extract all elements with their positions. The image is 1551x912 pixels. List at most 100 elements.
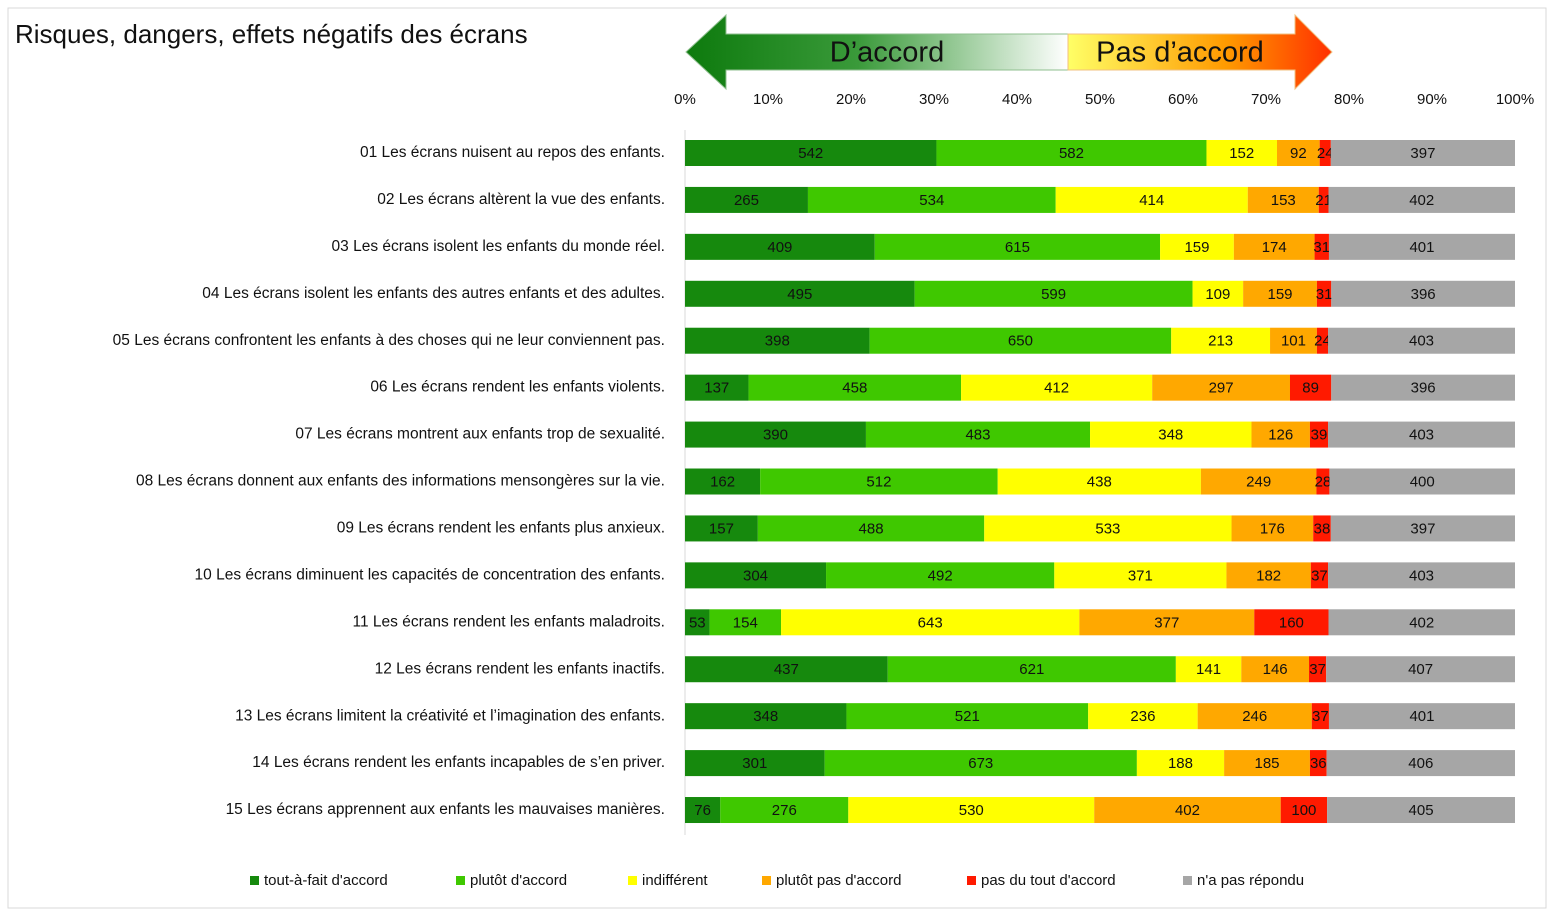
- bar-segment: [1313, 515, 1331, 542]
- legend-label: indifférent: [642, 872, 708, 889]
- x-tick-label: 70%: [1251, 91, 1281, 108]
- data-label: 397: [1410, 520, 1435, 537]
- data-label: 402: [1409, 614, 1434, 631]
- data-label: 137: [704, 380, 729, 397]
- bar-segment: [1319, 140, 1331, 166]
- category-label: 13 Les écrans limitent la créativité et …: [235, 707, 665, 724]
- category-label: 04 Les écrans isolent les enfants des au…: [202, 285, 665, 302]
- data-label: 621: [1019, 661, 1044, 678]
- data-label: 615: [1005, 239, 1030, 256]
- bar-segment: [1090, 421, 1252, 448]
- bar-segment: [1328, 609, 1515, 636]
- data-label: 152: [1229, 145, 1254, 162]
- data-label: 650: [1008, 333, 1033, 350]
- data-label: 76: [694, 802, 711, 819]
- x-tick-label: 90%: [1417, 91, 1447, 108]
- x-tick-label: 50%: [1085, 91, 1115, 108]
- bar-segment: [685, 327, 870, 354]
- bar-segment: [1326, 656, 1515, 683]
- bar-segment: [1328, 421, 1515, 448]
- bar-segment: [1309, 750, 1327, 777]
- bar-segment: [869, 327, 1172, 354]
- x-tick-label: 0%: [674, 91, 696, 108]
- bar-segment: [1280, 797, 1328, 824]
- data-label: 412: [1044, 380, 1069, 397]
- data-label: 348: [753, 708, 778, 725]
- legend-swatch: [628, 876, 637, 885]
- bar-segment: [865, 421, 1091, 448]
- data-label: 24: [1317, 145, 1334, 162]
- legend-swatch: [1183, 876, 1192, 885]
- bar-segment: [1233, 233, 1315, 260]
- bar-segment: [748, 374, 962, 401]
- data-label: 28: [1315, 473, 1332, 490]
- bar-segment: [1079, 609, 1255, 636]
- bar-segment: [1328, 327, 1515, 354]
- bar-segment: [1330, 515, 1515, 542]
- data-label: 582: [1059, 145, 1084, 162]
- bar-segment: [914, 280, 1193, 307]
- data-label: 437: [774, 661, 799, 678]
- bar-segment: [1276, 140, 1320, 166]
- data-label: 401: [1409, 708, 1434, 725]
- data-label: 185: [1255, 755, 1280, 772]
- data-label: 36: [1310, 755, 1327, 772]
- bar-segment: [1224, 750, 1310, 777]
- bar-segment: [685, 797, 721, 824]
- data-label: 414: [1139, 192, 1164, 209]
- data-label: 396: [1411, 380, 1436, 397]
- category-label: 11 Les écrans rendent les enfants maladr…: [353, 613, 665, 630]
- data-label: 236: [1130, 708, 1155, 725]
- data-label: 38: [1314, 520, 1331, 537]
- data-label: 31: [1313, 239, 1330, 256]
- category-label: 01 Les écrans nuisent au repos des enfan…: [360, 144, 665, 161]
- bar-segment: [936, 140, 1207, 166]
- data-label: 530: [959, 802, 984, 819]
- bar-segment: [984, 515, 1232, 542]
- data-label: 512: [866, 473, 891, 490]
- x-tick-label: 20%: [836, 91, 866, 108]
- data-label: 249: [1246, 473, 1271, 490]
- x-tick-label: 60%: [1168, 91, 1198, 108]
- bar-segment: [685, 421, 866, 448]
- data-label: 101: [1281, 333, 1306, 350]
- annotation: D’accord: [830, 37, 944, 69]
- data-label: 495: [787, 286, 812, 303]
- annotation: Pas d’accord: [1096, 37, 1264, 69]
- data-label: 534: [919, 192, 944, 209]
- bar-segment: [846, 703, 1089, 730]
- data-label: 24: [1314, 333, 1331, 350]
- bar-segment: [1231, 515, 1314, 542]
- data-label: 521: [955, 708, 980, 725]
- data-label: 39: [1311, 427, 1328, 444]
- category-label: 14 Les écrans rendent les enfants incapa…: [252, 754, 665, 771]
- legend-label: pas du tout d'accord: [981, 872, 1116, 889]
- data-label: 159: [1267, 286, 1292, 303]
- category-label: 10 Les écrans diminuent les capacités de…: [195, 566, 665, 583]
- x-tick-label: 30%: [919, 91, 949, 108]
- data-label: 31: [1316, 286, 1333, 303]
- legend-swatch: [762, 876, 771, 885]
- data-label: 126: [1268, 427, 1293, 444]
- bar-segment: [1316, 327, 1329, 354]
- data-label: 265: [734, 192, 759, 209]
- bar-segment: [1197, 703, 1312, 730]
- data-label: 643: [918, 614, 943, 631]
- bar-segment: [685, 280, 915, 307]
- data-label: 397: [1410, 145, 1435, 162]
- bar-segment: [874, 233, 1161, 260]
- bar-segment: [1328, 186, 1515, 213]
- bar-segment: [685, 140, 937, 166]
- bar-segment: [1330, 140, 1515, 166]
- data-label: 673: [968, 755, 993, 772]
- data-label: 297: [1209, 380, 1234, 397]
- data-label: 182: [1256, 567, 1281, 584]
- bar-segment: [1175, 656, 1242, 683]
- bar-segment: [824, 750, 1137, 777]
- bar-segment: [685, 562, 827, 589]
- data-label: 377: [1154, 614, 1179, 631]
- x-tick-label: 40%: [1002, 91, 1032, 108]
- category-label: 06 Les écrans rendent les enfants violen…: [370, 379, 665, 396]
- bar-segment: [685, 656, 888, 683]
